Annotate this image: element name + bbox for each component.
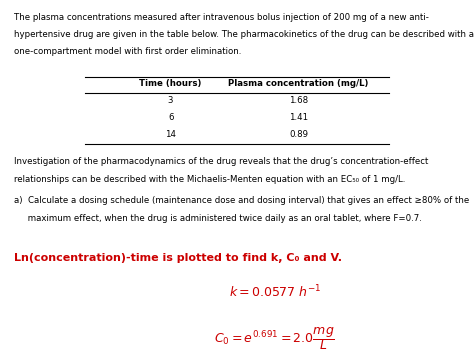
Text: 1.68: 1.68 — [289, 96, 308, 105]
Text: maximum effect, when the drug is administered twice daily as an oral tablet, whe: maximum effect, when the drug is adminis… — [14, 214, 422, 223]
Text: Time (hours): Time (hours) — [139, 79, 202, 88]
Text: a)  Calculate a dosing schedule (maintenance dose and dosing interval) that give: a) Calculate a dosing schedule (maintena… — [14, 196, 469, 205]
Text: $k = 0.0577\ h^{-1}$: $k = 0.0577\ h^{-1}$ — [229, 284, 321, 300]
Text: Investigation of the pharmacodynamics of the drug reveals that the drug’s concen: Investigation of the pharmacodynamics of… — [14, 158, 428, 167]
Text: one-compartment model with first order elimination.: one-compartment model with first order e… — [14, 47, 242, 56]
Text: 0.89: 0.89 — [289, 130, 308, 139]
Text: $C_0 = e^{0.691} = 2.0\dfrac{mg}{L}$: $C_0 = e^{0.691} = 2.0\dfrac{mg}{L}$ — [214, 325, 336, 352]
Text: relationships can be described with the Michaelis-Menten equation with an EC₅₀ o: relationships can be described with the … — [14, 175, 406, 184]
Text: 1.41: 1.41 — [289, 113, 308, 122]
Text: hypertensive drug are given in the table below. The pharmacokinetics of the drug: hypertensive drug are given in the table… — [14, 30, 474, 39]
Text: 3: 3 — [168, 96, 173, 105]
Text: Plasma concentration (mg/L): Plasma concentration (mg/L) — [228, 79, 369, 88]
Text: 6: 6 — [168, 113, 173, 122]
Text: The plasma concentrations measured after intravenous bolus injection of 200 mg o: The plasma concentrations measured after… — [14, 13, 429, 22]
Text: Ln(concentration)-time is plotted to find k, C₀ and V.: Ln(concentration)-time is plotted to fin… — [14, 253, 342, 263]
Text: 14: 14 — [165, 130, 176, 139]
